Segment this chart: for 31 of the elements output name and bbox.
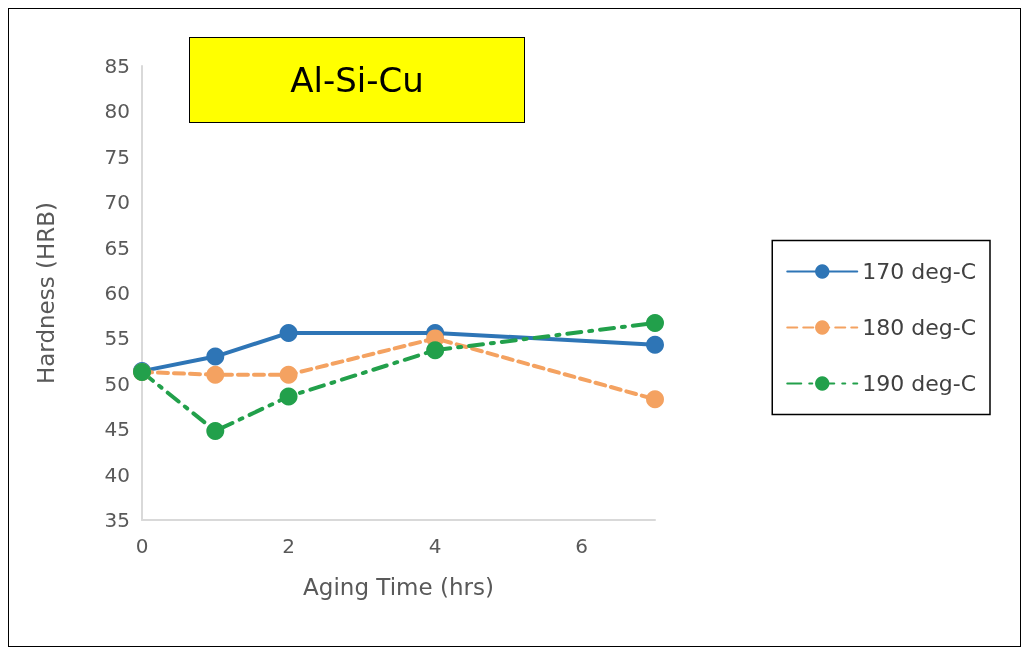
legend-label: 190 deg-C	[862, 371, 976, 396]
y-tick-label: 65	[104, 235, 130, 260]
point	[646, 335, 664, 354]
x-tick-label: 4	[428, 534, 442, 558]
point	[206, 347, 225, 366]
x-axis-title: Aging Time (hrs)	[303, 573, 494, 600]
title-box: Al-Si-Cu	[189, 37, 525, 123]
y-tick-label: 55	[104, 326, 130, 351]
y-tick-label: 85	[104, 54, 130, 78]
point	[646, 313, 664, 332]
y-tick-label: 50	[104, 371, 130, 396]
y-tick-label: 35	[104, 508, 130, 532]
x-tick-label: 2	[282, 534, 295, 558]
point	[206, 365, 225, 384]
y-axis-title: Hardness (HRB)	[32, 201, 59, 385]
x-tick-label: 0	[135, 534, 149, 558]
y-tick-label: 80	[104, 99, 130, 124]
point	[206, 422, 225, 441]
point	[279, 387, 298, 406]
point	[646, 390, 664, 409]
y-tick-label: 75	[104, 144, 130, 169]
point	[279, 365, 298, 384]
point	[426, 341, 445, 360]
point	[279, 323, 298, 342]
legend-label: 170 deg-C	[862, 259, 976, 284]
y-tick-label: 45	[104, 417, 130, 442]
legend-label: 180 deg-C	[862, 315, 976, 340]
y-tick-label: 40	[104, 462, 130, 487]
x-tick-label: 6	[575, 534, 589, 558]
y-tick-label: 70	[104, 190, 130, 215]
y-tick-label: 60	[104, 281, 130, 305]
